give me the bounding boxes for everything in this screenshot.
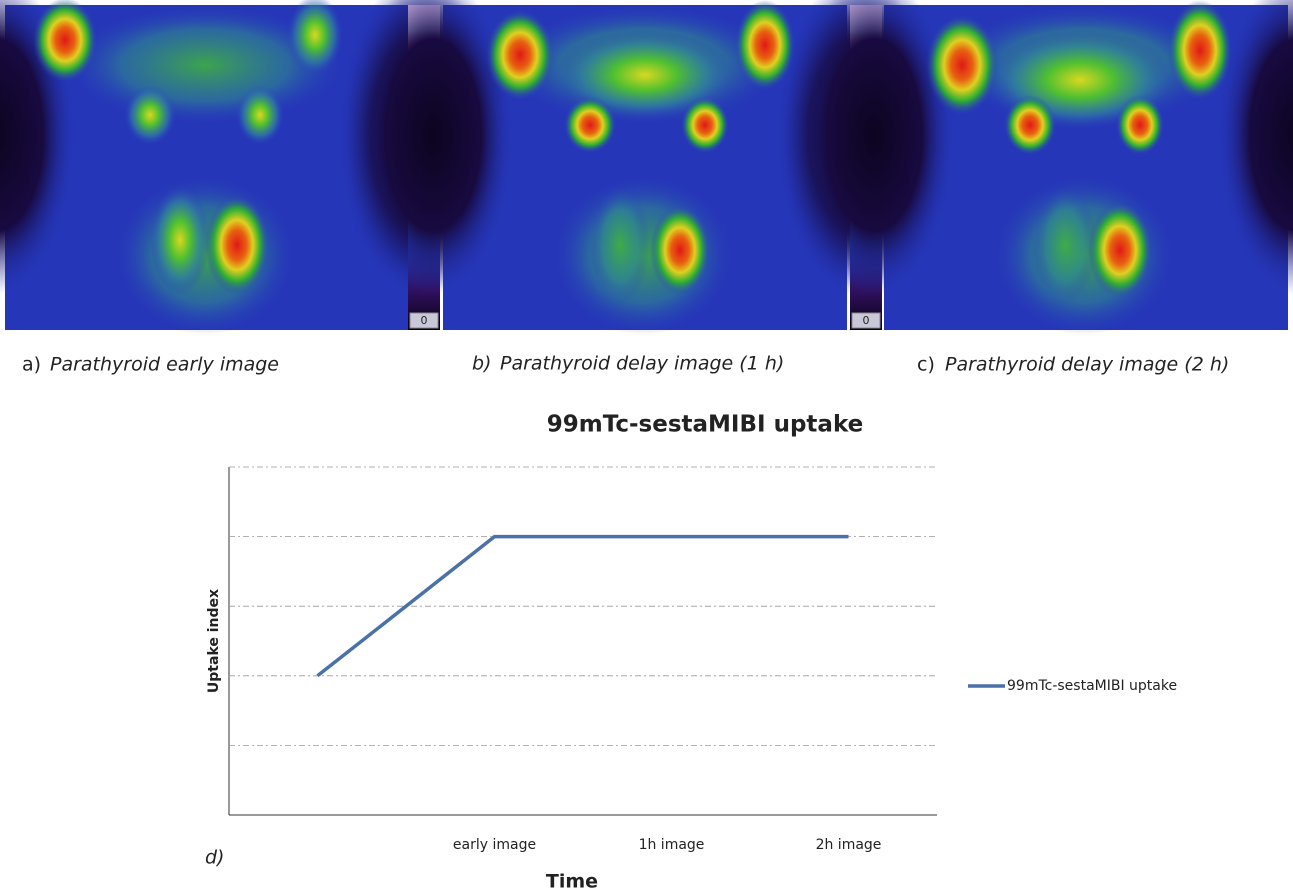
y-axis-title: Uptake index	[206, 589, 222, 693]
colorbar-label-box	[851, 312, 881, 329]
panel-label: c)	[917, 354, 935, 376]
panel-caption: Parathyroid delay image (2 h)	[945, 354, 1229, 376]
colorbar-label: 0	[863, 314, 870, 327]
scan-image-c	[794, 0, 1293, 335]
colorbar-label-box	[409, 312, 439, 329]
panel-caption: Parathyroid delay image (1 h)	[500, 353, 784, 375]
x-axis-title: Time	[546, 871, 598, 893]
panel-label: b)	[472, 353, 491, 375]
colorbar-label: 0	[421, 314, 428, 327]
x-tick-label: early image	[453, 837, 536, 853]
legend-label: 99mTc-sestaMIBI uptake	[1007, 678, 1177, 694]
data-line	[316, 534, 849, 678]
x-tick-label: 1h image	[639, 837, 705, 853]
panel-label: a)	[22, 354, 41, 376]
x-tick-label: 2h image	[816, 837, 882, 853]
panel-label: d)	[205, 847, 224, 869]
chart-title: 99mTc-sestaMIBI uptake	[547, 412, 863, 438]
panel-caption: Parathyroid early image	[50, 354, 279, 376]
